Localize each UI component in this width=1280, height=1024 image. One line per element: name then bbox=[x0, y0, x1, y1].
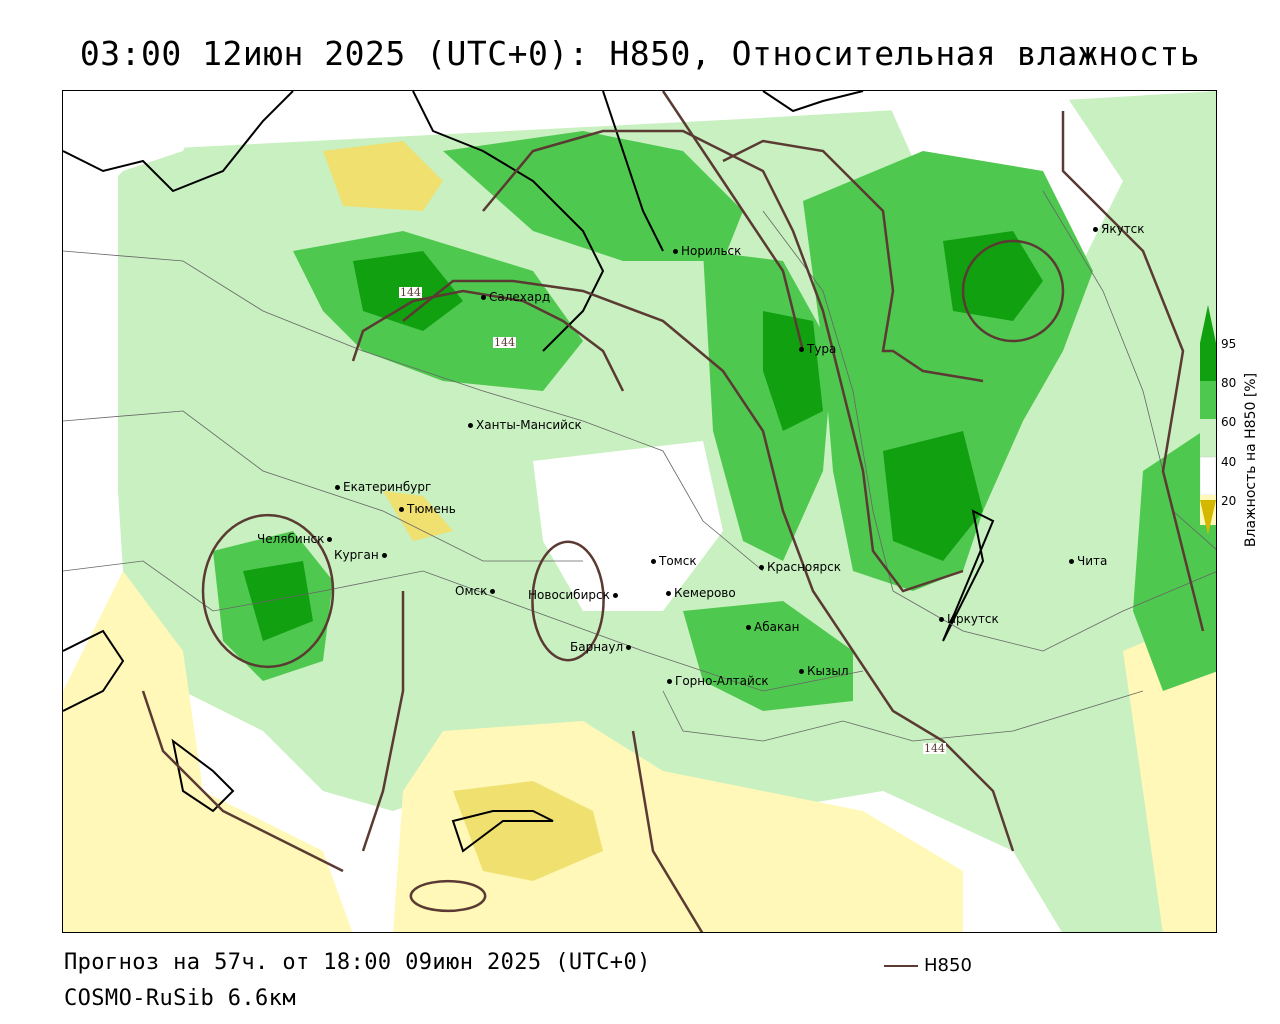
city-marker: Иркутск bbox=[939, 613, 999, 625]
neutral-region bbox=[533, 441, 723, 611]
city-dot-icon bbox=[939, 617, 944, 622]
city-dot-icon bbox=[799, 669, 804, 674]
city-marker: Горно-Алтайск bbox=[667, 675, 769, 687]
city-marker: Якутск bbox=[1093, 223, 1145, 235]
city-dot-icon bbox=[490, 589, 496, 594]
colorbar-band bbox=[1200, 456, 1216, 496]
dry-region bbox=[383, 491, 453, 541]
city-marker: Норильск bbox=[673, 245, 741, 257]
colorbar-cap-icon bbox=[1200, 500, 1216, 535]
h850-contours bbox=[141, 91, 1205, 932]
city-dot-icon bbox=[381, 553, 387, 558]
dry-region bbox=[1123, 611, 1216, 932]
city-marker: Абакан bbox=[746, 621, 799, 633]
wet-region bbox=[443, 131, 743, 261]
wet-region bbox=[1133, 422, 1216, 691]
humidity-colorbar bbox=[1200, 305, 1216, 535]
colorbar-band bbox=[1200, 419, 1216, 457]
city-dot-icon bbox=[759, 565, 764, 570]
dry-region bbox=[323, 141, 443, 211]
city-dot-icon bbox=[667, 679, 672, 684]
city-marker: Салехард bbox=[481, 291, 550, 303]
city-marker: Кызыл bbox=[799, 665, 849, 677]
city-dot-icon bbox=[399, 507, 404, 512]
city-dot-icon bbox=[651, 559, 656, 564]
humidity-field bbox=[63, 91, 1216, 932]
city-marker: Красноярск bbox=[759, 561, 841, 573]
city-dot-icon bbox=[327, 537, 333, 542]
city-marker: Тура bbox=[799, 343, 836, 355]
city-dot-icon bbox=[612, 593, 618, 598]
city-dot-icon bbox=[673, 249, 678, 254]
city-marker: Курган bbox=[334, 549, 390, 561]
isoline-label: 144 bbox=[493, 336, 516, 349]
model-name: COSMO-RuSib 6.6км bbox=[64, 986, 296, 1011]
forecast-info: Прогноз на 57ч. от 18:00 09июн 2025 (UTC… bbox=[64, 950, 651, 975]
colorbar-tick: 95 bbox=[1221, 337, 1237, 351]
colorbar-cap-icon bbox=[1200, 305, 1216, 343]
coastline bbox=[63, 91, 995, 853]
city-dot-icon bbox=[481, 295, 486, 300]
city-marker: Барнаул bbox=[570, 641, 634, 653]
neutral-region bbox=[63, 91, 213, 231]
city-dot-icon bbox=[335, 485, 340, 490]
colorbar-band bbox=[1200, 381, 1216, 419]
isoline-label: 144 bbox=[399, 286, 422, 299]
city-marker: Ханты-Мансийск bbox=[468, 419, 582, 431]
city-marker: Екатеринбург bbox=[335, 481, 431, 493]
city-marker: Новосибирск bbox=[528, 589, 621, 601]
city-dot-icon bbox=[666, 591, 671, 596]
colorbar-band bbox=[1200, 343, 1216, 381]
colorbar-tick: 20 bbox=[1221, 494, 1237, 508]
city-marker: Кемерово bbox=[666, 587, 736, 599]
dry-region bbox=[453, 781, 603, 881]
city-dot-icon bbox=[799, 347, 804, 352]
city-dot-icon bbox=[1069, 559, 1074, 564]
isoline-label: 144 bbox=[923, 742, 946, 755]
contour-line-icon bbox=[884, 965, 918, 967]
city-marker: Омск bbox=[455, 585, 498, 597]
city-dot-icon bbox=[626, 645, 632, 650]
map-panel: 144 144 144 Якутск Норильск Салехард Тур… bbox=[62, 90, 1217, 933]
colorbar-tick: 60 bbox=[1221, 415, 1237, 429]
colorbar-tick: 80 bbox=[1221, 376, 1237, 390]
city-dot-icon bbox=[1093, 227, 1098, 232]
saturated-region bbox=[943, 231, 1043, 321]
city-marker: Томск bbox=[651, 555, 697, 567]
city-marker: Чита bbox=[1069, 555, 1107, 567]
saturated-region bbox=[243, 561, 313, 641]
city-marker: Тюмень bbox=[399, 503, 456, 515]
dry-region bbox=[63, 571, 353, 932]
colorbar-tick: 40 bbox=[1221, 455, 1237, 469]
contour-legend: H850 bbox=[884, 955, 972, 976]
saturated-region bbox=[763, 311, 823, 431]
city-dot-icon bbox=[468, 423, 473, 428]
saturated-region bbox=[883, 431, 983, 561]
colorbar-title: Влажность на H850 [%] bbox=[1243, 372, 1259, 548]
map-title: 03:00 12июн 2025 (UTC+0): H850, Относите… bbox=[79, 34, 1201, 73]
wet-region bbox=[683, 601, 853, 711]
city-dot-icon bbox=[746, 625, 751, 630]
city-marker: Челябинск bbox=[257, 533, 335, 545]
